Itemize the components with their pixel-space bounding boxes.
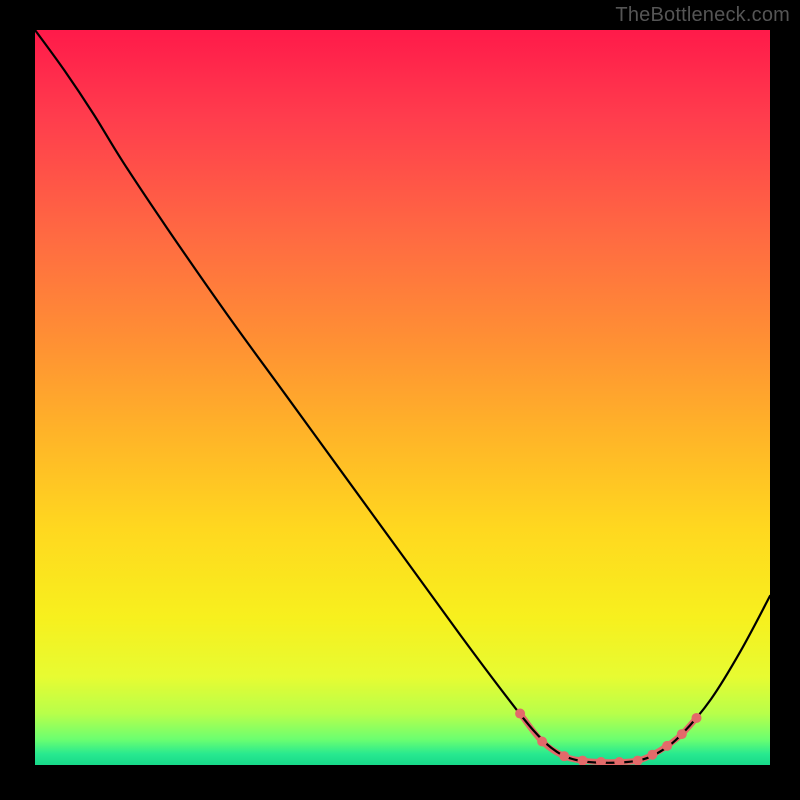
highlight-marker: [692, 713, 702, 723]
highlight-marker: [559, 751, 569, 761]
chart-frame: TheBottleneck.com: [0, 0, 800, 800]
main-curve: [35, 30, 770, 763]
highlight-marker: [578, 756, 588, 765]
highlight-marker: [662, 741, 672, 751]
highlight-marker: [614, 757, 624, 765]
highlight-connector: [520, 714, 696, 763]
watermark-text: TheBottleneck.com: [615, 4, 790, 27]
highlight-marker: [647, 750, 657, 760]
highlight-marker: [596, 757, 606, 765]
highlight-marker: [515, 709, 525, 719]
highlight-marker: [537, 736, 547, 746]
curve-layer: [35, 30, 770, 765]
plot-area: [35, 30, 770, 765]
highlight-marker: [677, 729, 687, 739]
